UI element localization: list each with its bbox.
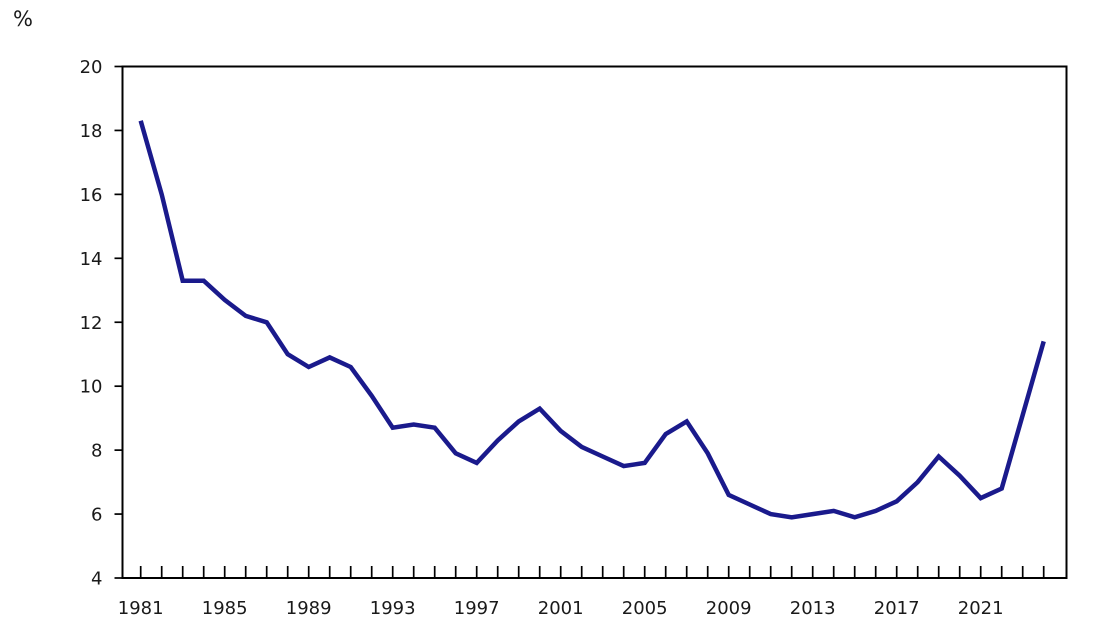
x-axis-label: 1985 [202, 598, 248, 619]
x-axis-label: 2013 [790, 598, 836, 619]
y-axis-label: 10 [80, 377, 103, 398]
y-axis-label: 6 [91, 505, 102, 526]
x-axis-label: 2001 [538, 598, 584, 619]
data-line [138, 120, 1046, 520]
x-axis-label: 2009 [706, 598, 752, 619]
x-axis-label: 1993 [370, 598, 416, 619]
y-axis-label: 18 [80, 121, 103, 142]
x-axis-label: 2021 [958, 598, 1004, 619]
x-axis-label: 1997 [454, 598, 500, 619]
x-axis-label: 2005 [622, 598, 668, 619]
y-axis-label: 16 [80, 185, 103, 206]
x-axis-label: 1989 [286, 598, 332, 619]
y-axis-label: 14 [80, 249, 103, 270]
x-axis-label: 2017 [874, 598, 920, 619]
y-axis-label: 4 [91, 569, 102, 590]
y-axis-label: 8 [91, 441, 102, 462]
y-axis-label: 12 [80, 313, 103, 334]
y-axis-unit-label: % [13, 7, 33, 31]
x-axis-label: 1981 [118, 598, 164, 619]
y-axis-label: 20 [80, 57, 103, 78]
